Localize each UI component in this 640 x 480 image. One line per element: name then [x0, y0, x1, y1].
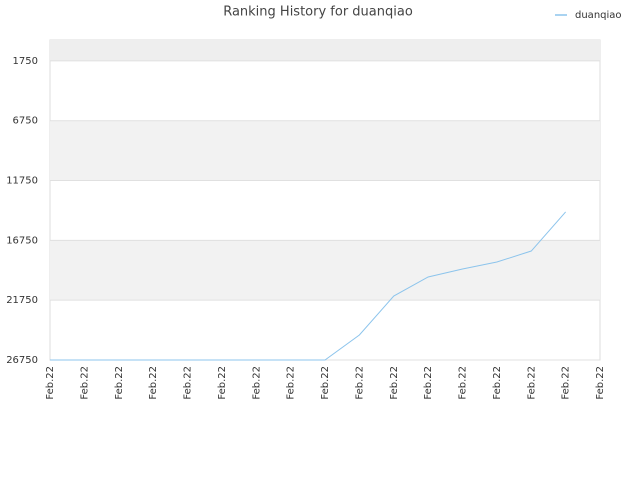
y-tick-label: 21750 [6, 295, 38, 306]
y-tick-label: 16750 [6, 235, 38, 246]
x-tick-label: Feb.22 [148, 366, 159, 400]
x-tick-label: Feb.22 [354, 366, 365, 400]
series-line [50, 211, 567, 361]
x-tick-label: Feb.22 [595, 366, 606, 400]
x-tick-label: Feb.22 [492, 366, 503, 400]
x-tick-label: Feb.22 [183, 366, 194, 400]
x-tick-label: Feb.22 [320, 366, 331, 400]
x-tick-label: Feb.22 [286, 366, 297, 400]
x-tick-label: Feb.22 [561, 366, 572, 400]
x-tick-label: Feb.22 [526, 366, 537, 400]
y-tick-label: 6750 [13, 116, 38, 127]
y-tick-label: 26750 [6, 355, 38, 366]
x-tick-label: Feb.22 [45, 366, 56, 400]
x-tick-label: Feb.22 [251, 366, 262, 400]
plot-band [50, 240, 600, 301]
plot-band [50, 120, 600, 181]
plot-area [49, 39, 601, 361]
legend-label: duanqiao [575, 10, 622, 21]
x-tick-label: Feb.22 [423, 366, 434, 400]
x-tick-label: Feb.22 [217, 366, 228, 400]
x-tick-label: Feb.22 [389, 366, 400, 400]
x-tick-label: Feb.22 [458, 366, 469, 400]
plot-band [50, 40, 600, 61]
x-tick-label: Feb.22 [114, 366, 125, 400]
y-tick-label: 11750 [6, 176, 38, 187]
y-tick-label: 1750 [13, 56, 38, 67]
x-tick-label: Feb.22 [79, 366, 90, 400]
chart-title: Ranking History for duanqiao [223, 5, 413, 20]
